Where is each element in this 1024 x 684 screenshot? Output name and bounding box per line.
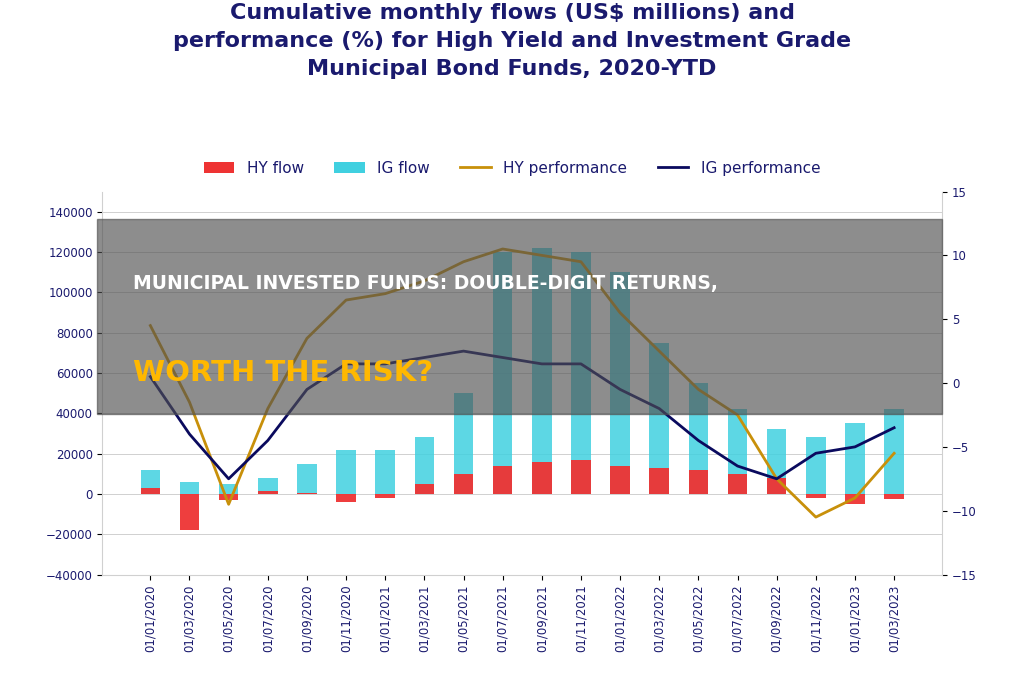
- Bar: [219, 484, 239, 494]
- IG performance: [849, 443, 861, 451]
- IG performance: [536, 360, 548, 368]
- IG performance: [614, 385, 627, 393]
- IG performance: [301, 385, 313, 393]
- HY performance: [614, 308, 627, 317]
- IG performance: [379, 360, 391, 368]
- HY performance: [144, 321, 157, 330]
- IG performance: [653, 404, 666, 412]
- IG performance: [497, 354, 509, 362]
- Bar: [415, 438, 434, 494]
- HY performance: [810, 513, 822, 521]
- HY performance: [340, 296, 352, 304]
- Bar: [376, 449, 395, 494]
- Bar: [336, 494, 356, 502]
- Line: IG performance: IG performance: [151, 351, 894, 479]
- HY performance: [183, 398, 196, 406]
- IG performance: [692, 436, 705, 445]
- HY performance: [301, 334, 313, 343]
- Bar: [767, 430, 786, 494]
- IG performance: [183, 430, 196, 438]
- Bar: [493, 466, 512, 494]
- Bar: [845, 494, 864, 504]
- Legend: HY flow, IG flow, HY performance, IG performance: HY flow, IG flow, HY performance, IG per…: [198, 155, 826, 182]
- Bar: [610, 272, 630, 494]
- Bar: [688, 470, 709, 494]
- IG performance: [262, 436, 274, 445]
- Bar: [885, 409, 904, 494]
- HY performance: [536, 251, 548, 259]
- Bar: [728, 474, 748, 494]
- Bar: [885, 494, 904, 499]
- Bar: [532, 462, 552, 494]
- HY performance: [262, 404, 274, 412]
- Bar: [767, 478, 786, 494]
- Bar: [571, 252, 591, 494]
- Bar: [297, 464, 316, 494]
- Text: Cumulative monthly flows (US$ millions) and
performance (%) for High Yield and I: Cumulative monthly flows (US$ millions) …: [173, 3, 851, 79]
- HY performance: [379, 289, 391, 298]
- IG performance: [458, 347, 470, 355]
- IG performance: [418, 354, 430, 362]
- IG performance: [731, 462, 743, 470]
- HY performance: [770, 475, 782, 483]
- IG performance: [888, 423, 900, 432]
- HY performance: [692, 385, 705, 393]
- Bar: [336, 449, 356, 494]
- Text: MUNICIPAL INVESTED FUNDS: DOUBLE-DIGIT RETURNS,: MUNICIPAL INVESTED FUNDS: DOUBLE-DIGIT R…: [133, 274, 718, 293]
- Bar: [258, 478, 278, 494]
- Bar: [140, 488, 160, 494]
- HY performance: [574, 258, 587, 266]
- HY performance: [418, 277, 430, 285]
- HY performance: [731, 411, 743, 419]
- Bar: [532, 248, 552, 494]
- HY performance: [888, 449, 900, 458]
- Bar: [728, 409, 748, 494]
- IG performance: [770, 475, 782, 483]
- IG performance: [810, 449, 822, 458]
- Bar: [649, 343, 669, 494]
- Bar: [180, 482, 200, 494]
- Bar: [845, 423, 864, 494]
- Bar: [376, 494, 395, 498]
- Bar: [415, 484, 434, 494]
- IG performance: [574, 360, 587, 368]
- Bar: [806, 494, 825, 498]
- Bar: [258, 491, 278, 494]
- Bar: [610, 466, 630, 494]
- IG performance: [222, 475, 234, 483]
- Line: HY performance: HY performance: [151, 249, 894, 517]
- Bar: [688, 383, 709, 494]
- IG performance: [340, 360, 352, 368]
- Bar: [454, 474, 473, 494]
- Text: WORTH THE RISK?: WORTH THE RISK?: [133, 359, 433, 386]
- Bar: [180, 494, 200, 530]
- Bar: [454, 393, 473, 494]
- Bar: [571, 460, 591, 494]
- Bar: [806, 438, 825, 494]
- Bar: [140, 470, 160, 494]
- HY performance: [458, 258, 470, 266]
- Bar: [649, 468, 669, 494]
- HY performance: [222, 500, 234, 508]
- HY performance: [497, 245, 509, 253]
- IG performance: [144, 373, 157, 381]
- HY performance: [653, 347, 666, 355]
- Bar: [219, 494, 239, 500]
- HY performance: [849, 494, 861, 502]
- Bar: [297, 493, 316, 494]
- Bar: [493, 252, 512, 494]
